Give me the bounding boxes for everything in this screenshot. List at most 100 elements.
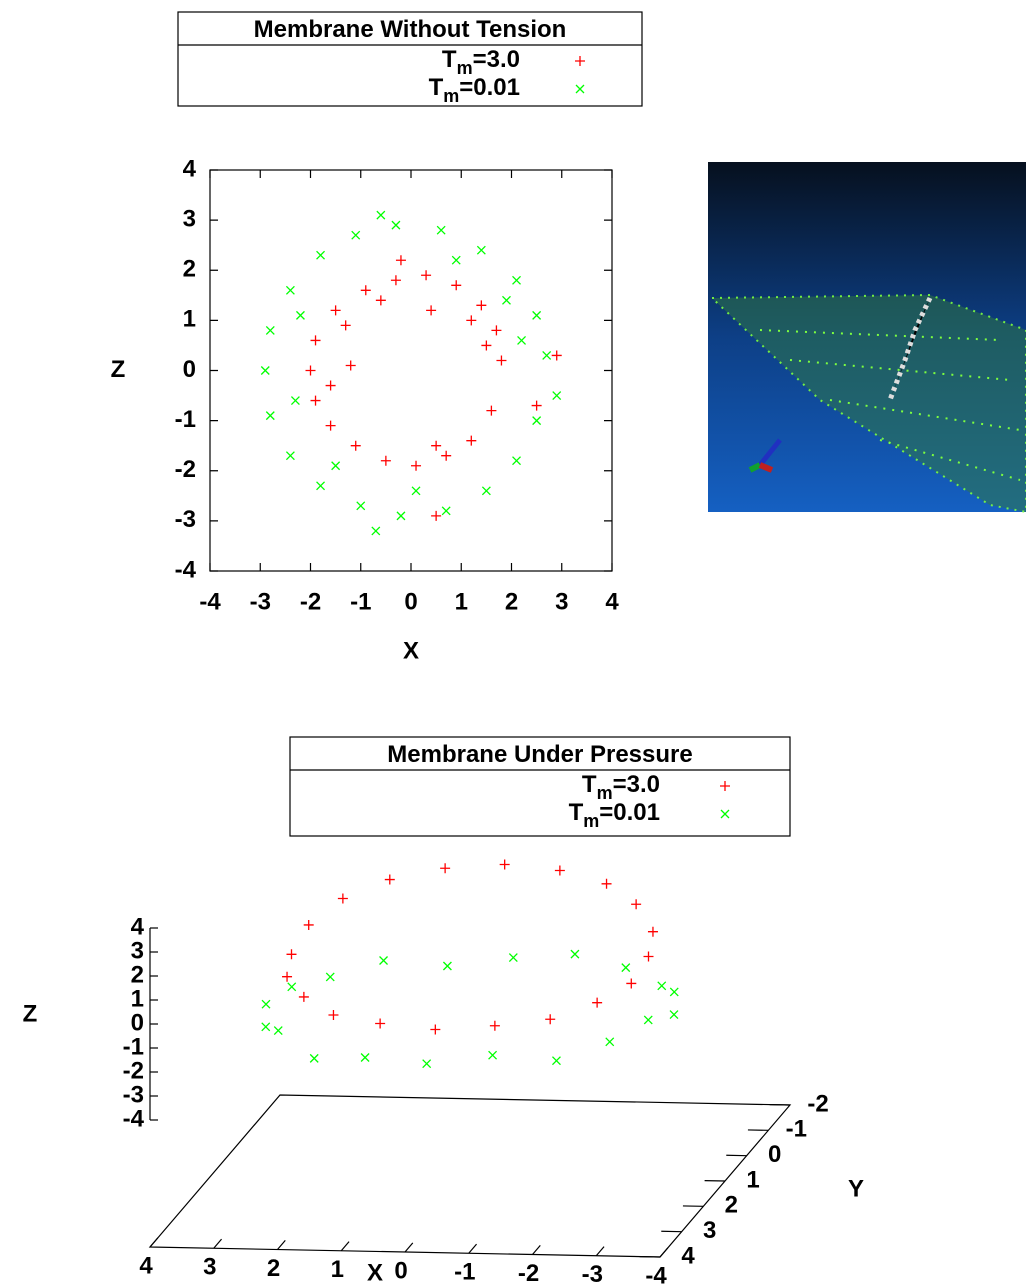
legend-title: Membrane Without Tension	[254, 16, 567, 43]
legend-label: Tm=0.01	[569, 799, 660, 830]
x-tick-label: 4	[605, 588, 619, 615]
z-tick-label: 4	[131, 913, 145, 940]
data-point	[532, 416, 542, 426]
data-point	[285, 451, 295, 461]
z-tick-label: -2	[123, 1057, 144, 1084]
data-point	[290, 396, 300, 406]
x-tick	[340, 1241, 350, 1252]
data-point	[286, 949, 297, 960]
data-point	[273, 1026, 283, 1036]
data-point	[542, 351, 552, 360]
data-point	[431, 510, 442, 521]
data-point	[331, 461, 341, 471]
y-axis-label: Z	[111, 356, 126, 383]
x-tick	[468, 1243, 478, 1254]
x-tick-label: 3	[203, 1254, 216, 1281]
z-tick-label: -4	[123, 1105, 145, 1132]
data-point	[552, 391, 562, 401]
data-point	[305, 365, 316, 376]
data-point	[551, 350, 562, 361]
x-axis-label: X	[367, 1259, 383, 1286]
data-point	[285, 285, 295, 295]
data-point	[371, 526, 381, 536]
data-point	[295, 310, 305, 320]
data-point	[451, 280, 462, 291]
x-tick-label: 4	[139, 1252, 153, 1279]
y-tick-label: -4	[175, 556, 197, 583]
data-point	[551, 1056, 561, 1066]
data-point	[340, 320, 351, 331]
data-point	[631, 899, 642, 910]
x-tick-label: -3	[582, 1261, 603, 1288]
data-point	[287, 982, 297, 992]
data-point	[643, 1015, 653, 1025]
x-tick-label: -1	[350, 588, 371, 615]
data-point	[554, 865, 565, 876]
data-point	[325, 972, 335, 982]
x-tick-label: 2	[267, 1255, 280, 1282]
data-point	[345, 360, 356, 371]
data-point	[570, 949, 580, 959]
x-tick	[595, 1246, 605, 1257]
data-point	[476, 300, 487, 311]
data-point	[396, 511, 406, 521]
y-tick-label: -3	[175, 506, 196, 533]
data-point	[531, 400, 542, 411]
data-point	[422, 1059, 432, 1069]
x-tick-label: -2	[518, 1260, 539, 1287]
data-point	[375, 1018, 386, 1029]
data-point	[298, 991, 309, 1002]
y-tick-label: 2	[183, 256, 196, 283]
data-point	[390, 275, 401, 286]
data-point	[481, 340, 492, 351]
y-tick-label: -2	[175, 456, 196, 483]
data-point	[380, 455, 391, 466]
x-tick-label: -4	[199, 588, 221, 615]
y-tick-label: -1	[175, 406, 196, 433]
data-point	[442, 961, 452, 971]
data-point	[310, 395, 321, 406]
data-point	[260, 366, 270, 375]
x-axis-label: X	[403, 637, 419, 664]
data-point	[360, 285, 371, 296]
data-point	[430, 1024, 441, 1035]
z-tick-label: 3	[131, 937, 144, 964]
data-point	[605, 1037, 615, 1047]
x-tick-label: 0	[404, 588, 417, 615]
data-point	[265, 325, 275, 335]
data-point	[309, 1053, 319, 1063]
legend-label: Tm=3.0	[582, 771, 660, 802]
legend-label: Tm=3.0	[442, 46, 520, 77]
y-tick-label: 3	[183, 205, 196, 232]
y-tick-label: 4	[681, 1242, 695, 1269]
legend-box	[289, 736, 791, 837]
y-tick-label: 0	[183, 356, 196, 383]
render-inset	[708, 162, 1026, 514]
data-point	[436, 225, 446, 235]
data-point	[411, 486, 421, 496]
data-point	[669, 987, 679, 997]
data-point	[669, 1010, 679, 1020]
y-tick-label: 0	[768, 1141, 781, 1168]
data-point	[351, 230, 361, 240]
data-point	[486, 405, 497, 416]
data-point	[325, 420, 336, 431]
data-point	[441, 450, 452, 461]
x-tick	[277, 1239, 286, 1250]
data-point	[466, 435, 477, 446]
data-point	[488, 1050, 498, 1060]
x-tick-label: -2	[300, 588, 321, 615]
data-point	[517, 335, 527, 345]
z-tick-label: 0	[131, 1009, 144, 1036]
data-point	[261, 999, 271, 1009]
data-point	[441, 506, 451, 516]
x-tick-label: -3	[250, 588, 271, 615]
data-point	[282, 971, 293, 982]
data-point	[303, 919, 314, 930]
data-point	[375, 295, 386, 306]
plot-frame	[209, 169, 613, 572]
data-point	[350, 440, 361, 451]
data-point	[360, 1053, 370, 1062]
data-point	[657, 981, 667, 991]
